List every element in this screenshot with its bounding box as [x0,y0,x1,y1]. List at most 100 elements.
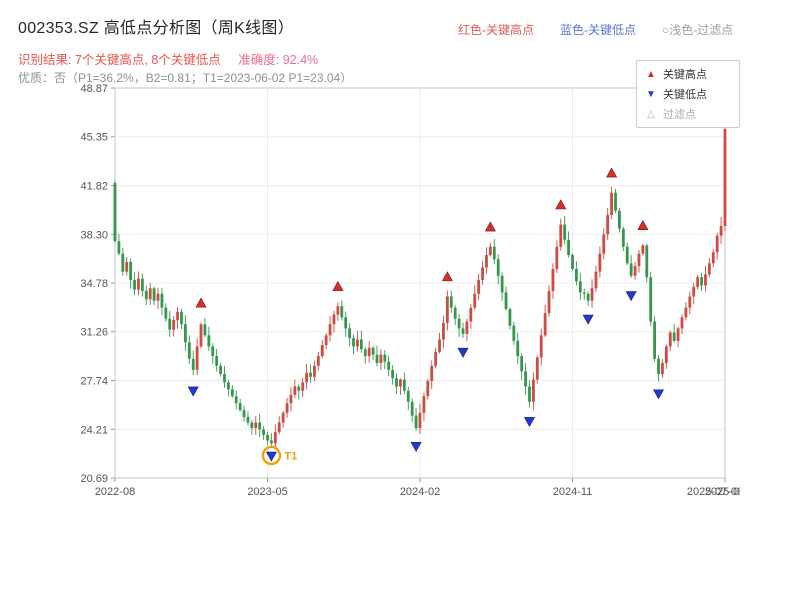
candle-body [399,379,402,387]
candle-body [575,268,578,282]
candle-body [316,356,320,366]
accuracy-value: 准确度: 92.4% [238,53,319,67]
candle-body [610,192,614,215]
candle-body [508,309,512,326]
candle-body [606,214,610,235]
candle-body [297,386,301,391]
candle-body [332,314,336,325]
candle-body [664,346,668,363]
legend-filtered-label: 过滤点 [663,109,696,121]
x-tick-label: 2024-11 [553,486,593,498]
key-low-marker [410,442,422,452]
candle-body [723,129,727,226]
candle-body [246,416,250,423]
candle-body [183,324,187,343]
key-low-triangle-icon: ▼ [646,88,656,100]
candle-body [719,225,723,236]
y-tick-label: 34.78 [80,278,108,290]
legend-key-low-label: 关键低点 [663,89,707,101]
recognition-result: 识别结果: 7个关键高点, 8个关键低点 准确度: 92.4% [18,49,318,68]
candle-body [172,320,176,330]
candle-body [309,372,312,377]
candle-body [520,356,524,372]
y-tick-label: 27.74 [80,375,108,387]
y-tick-label: 48.87 [80,83,108,95]
candle-body [363,349,367,357]
candle-body [488,246,492,256]
legend-key-high-label: 关键高点 [663,69,707,81]
candle-body [148,288,152,300]
candle-body [359,339,363,350]
candle-body [551,268,555,292]
candle-body [485,255,488,268]
candle-body [262,429,265,435]
x-tick-label: 2022-08 [95,486,135,498]
key-high-marker [484,221,496,232]
candle-body [238,403,242,411]
candle-body [203,324,207,336]
candle-body [242,410,246,417]
candle-body [602,234,606,254]
candle-body [125,261,129,272]
candle-body [313,365,316,377]
candle-body [621,228,625,247]
filtered-triangle-icon: △ [647,108,655,120]
candle-body [457,318,461,329]
y-tick-label: 45.35 [80,132,108,144]
candle-body [445,296,449,323]
candle-body [563,224,567,240]
candle-body [704,274,707,286]
candle-body [117,241,121,254]
candle-body [676,328,680,341]
candle-body [430,365,434,381]
key-low-marker [582,314,594,325]
candle-body [672,332,676,341]
y-tick-label: 24.21 [80,424,108,436]
candle-body [219,365,222,375]
candle-body [668,332,672,347]
key-high-marker [637,220,649,230]
candle-body [301,382,305,391]
candle-body [528,386,531,402]
y-tick-label: 31.26 [80,327,108,339]
candle-body [234,396,238,404]
candle-body [199,324,203,347]
candle-body [684,307,688,318]
legend-item-key-high: ▲ 关键高点 [645,66,731,82]
x-tick-label: 2024-02 [400,486,440,498]
candle-body [207,335,211,347]
key-low-marker [265,451,277,462]
candle-body [379,354,383,363]
t1-label: T1 [284,450,297,462]
candle-body [277,422,281,433]
candle-body [383,354,387,362]
candle-body [395,378,398,387]
candle-body [586,293,590,301]
candle-body [223,374,226,383]
candle-body [492,246,496,260]
candle-body [352,338,355,347]
key-low-marker [653,389,665,400]
candle-body [258,422,262,430]
header-legend: 红色-关键高点 蓝色-关键低点 ○浅色-过滤点 [458,21,733,38]
candle-body [657,358,660,375]
candle-body [289,394,293,404]
candle-body [481,267,484,280]
candle-body [144,291,148,300]
candle-body [375,354,379,363]
candle-body [504,292,508,310]
chart-legend-box: ▲ 关键高点 ▼ 关键低点 △ 过滤点 [636,60,740,128]
candlestick-chart: 48.87 45.35 41.82 38.30 34.78 31.26 27.74 24.21… [80,83,740,498]
candle-body [680,317,684,329]
key-low-marker [187,386,199,397]
candle-body [254,422,258,429]
key-high-triangle-icon: ▲ [646,68,656,80]
candle-body [582,292,586,294]
y-tick-label: 38.30 [80,229,108,241]
plot-border [114,87,726,479]
candle-body [473,293,477,308]
quality-line: 优质：否（P1=36.2%，B2=0.81；T1=2023-06-02 P1=2… [18,71,353,85]
candle-body [496,259,500,276]
candle-body [633,266,637,276]
candle-body [571,255,574,269]
